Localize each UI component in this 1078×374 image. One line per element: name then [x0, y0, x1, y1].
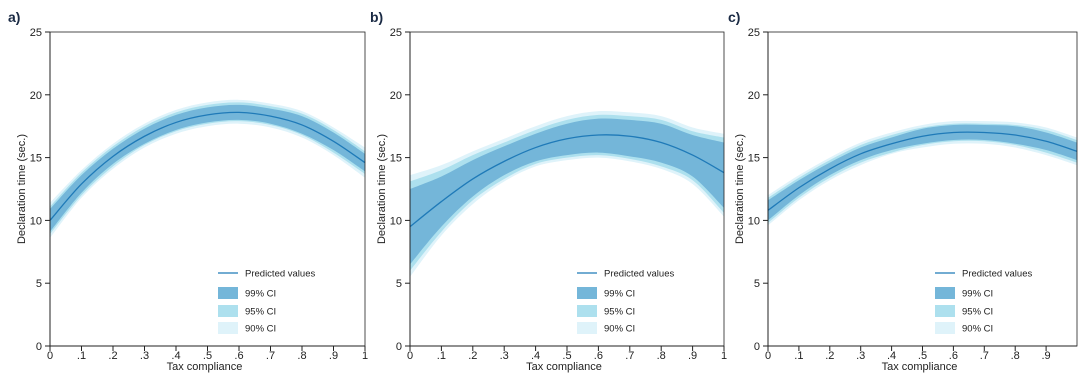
panel-label: b)	[370, 9, 383, 25]
x-tick-label: .9	[688, 350, 697, 362]
plot-area	[50, 99, 365, 238]
y-tick-label: 10	[390, 215, 402, 227]
x-tick-label: 1	[721, 350, 727, 362]
x-tick-label: .3	[500, 350, 509, 362]
y-tick-label: 15	[30, 153, 42, 165]
legend: Predicted values 99% CI 95% CI 90% CI	[218, 269, 315, 335]
legend-swatch-99-ci	[577, 287, 597, 299]
legend-label: 90% CI	[245, 324, 276, 335]
legend-label: 95% CI	[962, 307, 993, 318]
y-tick-label: 0	[36, 341, 42, 353]
y-tick-label: 25	[748, 27, 760, 39]
x-tick-label: .2	[468, 350, 477, 362]
y-tick-label: 15	[390, 153, 402, 165]
y-axis-title: Declaration time (sec.)	[376, 134, 388, 244]
legend-swatch-95-ci	[577, 305, 597, 317]
legend-label: 90% CI	[604, 324, 635, 335]
x-tick-label: 0	[47, 350, 53, 362]
y-tick-label: 25	[390, 27, 402, 39]
predicted-values-line	[50, 111, 365, 221]
x-tick-label: .6	[234, 350, 243, 362]
legend: Predicted values 99% CI 95% CI 90% CI	[935, 269, 1032, 335]
x-tick-label: .7	[980, 350, 989, 362]
x-tick-label: .4	[171, 350, 180, 362]
x-tick-label: .3	[856, 350, 865, 362]
x-axis-title: Tax compliance	[526, 361, 602, 373]
legend-label: Predicted values	[604, 269, 674, 280]
y-tick-label: 25	[30, 27, 42, 39]
panel-label: a)	[8, 9, 20, 25]
x-tick-label: .9	[329, 350, 338, 362]
y-axis-title: Declaration time (sec.)	[734, 134, 746, 244]
x-tick-label: .4	[887, 350, 896, 362]
y-tick-label: 20	[30, 90, 42, 102]
x-tick-label: 0	[407, 350, 413, 362]
x-tick-label: .8	[1011, 350, 1020, 362]
chart-panel-a: 0 5 10 15 20 25 0 .1 .2 .3 .4 .5 .6 .7 .8 .9 1 Tax compli…	[8, 9, 368, 373]
y-tick-label: 0	[396, 341, 402, 353]
x-axis-title: Tax compliance	[167, 361, 243, 373]
legend-label: Predicted values	[962, 269, 1032, 280]
predicted-values-line	[410, 134, 724, 228]
legend-swatch-90-ci	[218, 322, 238, 334]
x-tick-label: 1	[362, 350, 368, 362]
legend-swatch-99-ci	[935, 287, 955, 299]
plot-frame	[49, 31, 366, 347]
y-tick-label: 5	[36, 278, 42, 290]
chart-panel-c: 0 5 10 15 20 25 0 .1 .2 .3 .4 .5 .6 .7 .8 .9 Tax complia…	[728, 9, 1078, 373]
y-tick-label: 20	[748, 90, 760, 102]
90-ci-band	[50, 99, 365, 238]
x-tick-label: .7	[266, 350, 275, 362]
y-tick-label: 5	[754, 278, 760, 290]
predicted-values-line	[768, 131, 1077, 211]
plot-area	[768, 120, 1077, 226]
x-tick-label: .5	[562, 350, 571, 362]
y-tick-label: 15	[748, 153, 760, 165]
x-tick-label: .2	[825, 350, 834, 362]
y-tick-label: 10	[748, 215, 760, 227]
legend-swatch-99-ci	[218, 287, 238, 299]
legend-label: 99% CI	[604, 289, 635, 300]
y-tick-label: 0	[754, 341, 760, 353]
x-tick-label: .2	[108, 350, 117, 362]
y-axis-title: Declaration time (sec.)	[16, 134, 28, 244]
x-tick-label: .3	[140, 350, 149, 362]
plot-area	[410, 110, 724, 277]
chart-panel-b: 0 5 10 15 20 25 0 .1 .2 .3 .4 .5 .6 .7 .8 .9 1 Tax compli…	[370, 9, 727, 373]
x-tick-label: .1	[77, 350, 86, 362]
x-tick-label: .7	[625, 350, 634, 362]
legend-label: 99% CI	[962, 289, 993, 300]
legend-label: Predicted values	[245, 269, 315, 280]
x-tick-label: .5	[918, 350, 927, 362]
y-tick-label: 10	[30, 215, 42, 227]
99-ci-band	[410, 118, 724, 265]
99-ci-band	[768, 124, 1077, 221]
x-tick-label: .1	[794, 350, 803, 362]
legend-label: 99% CI	[245, 289, 276, 300]
legend-label: 90% CI	[962, 324, 993, 335]
legend-label: 95% CI	[604, 307, 635, 318]
x-tick-label: .6	[594, 350, 603, 362]
panel-label: c)	[728, 9, 740, 25]
x-tick-label: .4	[531, 350, 540, 362]
y-tick-label: 20	[390, 90, 402, 102]
legend-label: 95% CI	[245, 307, 276, 318]
x-tick-label: 0	[765, 350, 771, 362]
y-tick-label: 5	[396, 278, 402, 290]
x-tick-label: .8	[657, 350, 666, 362]
legend: Predicted values 99% CI 95% CI 90% CI	[577, 269, 674, 335]
x-tick-label: .8	[297, 350, 306, 362]
legend-swatch-90-ci	[577, 322, 597, 334]
legend-swatch-95-ci	[218, 305, 238, 317]
legend-swatch-90-ci	[935, 322, 955, 334]
x-tick-label: .6	[949, 350, 958, 362]
x-tick-label: .5	[203, 350, 212, 362]
x-tick-label: .9	[1042, 350, 1051, 362]
legend-swatch-95-ci	[935, 305, 955, 317]
x-tick-label: .1	[437, 350, 446, 362]
x-axis-title: Tax compliance	[882, 361, 958, 373]
